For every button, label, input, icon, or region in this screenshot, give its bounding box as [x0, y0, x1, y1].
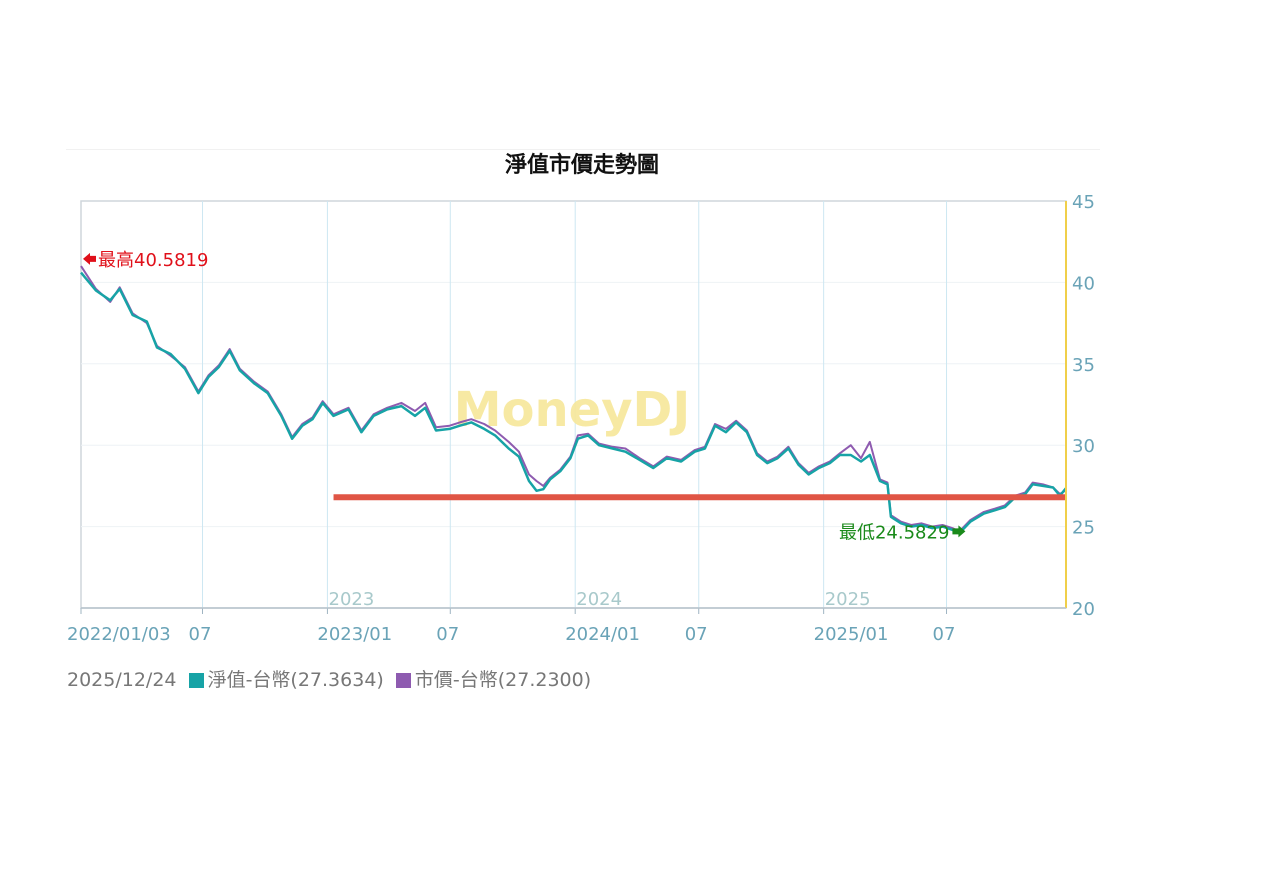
chart-title: 淨值市價走勢圖 — [505, 152, 659, 178]
top-divider — [66, 149, 1100, 150]
x-tick-label: 2022/01/03 — [67, 624, 171, 645]
nav-series-line — [80, 271, 1067, 535]
low-annotation: 最低24.5829 — [839, 522, 949, 543]
x-tick-label: 07 — [436, 624, 459, 645]
x-tick-label: 07 — [685, 624, 708, 645]
year-label: 2025 — [825, 589, 871, 610]
low-marker-icon — [952, 525, 966, 538]
y-tick-label: 20 — [1072, 599, 1095, 620]
legend-price-swatch — [395, 673, 411, 688]
year-label: 2024 — [576, 589, 622, 610]
year-label: 2023 — [329, 589, 375, 610]
legend-nav-label[interactable]: 淨值-台幣(27.3634) — [207, 669, 384, 691]
x-tick-label: 2023/01 — [317, 624, 392, 645]
high-marker-icon — [83, 252, 96, 265]
legend-date: 2025/12/24 — [67, 669, 177, 691]
chart-legend: 2025/12/24 淨值-台幣(27.3634) 市價-台幣(27.2300) — [67, 665, 591, 692]
overlay-layer: 最高40.5819 最低24.5829 — [83, 250, 1066, 543]
legend-price-label[interactable]: 市價-台幣(27.2300) — [414, 669, 592, 691]
y-tick-label: 25 — [1072, 518, 1095, 539]
y-tick-label: 45 — [1072, 192, 1095, 213]
series-layer — [80, 265, 1067, 535]
x-tick-label: 07 — [189, 624, 212, 645]
legend-nav-swatch — [188, 673, 204, 688]
high-annotation: 最高40.5819 — [98, 250, 208, 271]
x-tick-label: 2024/01 — [565, 624, 640, 645]
y-tick-label: 35 — [1072, 355, 1095, 376]
x-tick-label: 2025/01 — [814, 624, 889, 645]
y-tick-label: 30 — [1072, 436, 1095, 457]
grid-layer: 2023 2024 2025 — [80, 200, 1067, 610]
watermark: MoneyDJ — [454, 382, 690, 438]
y-tick-label: 40 — [1072, 273, 1095, 294]
x-tick-label: 07 — [933, 624, 956, 645]
